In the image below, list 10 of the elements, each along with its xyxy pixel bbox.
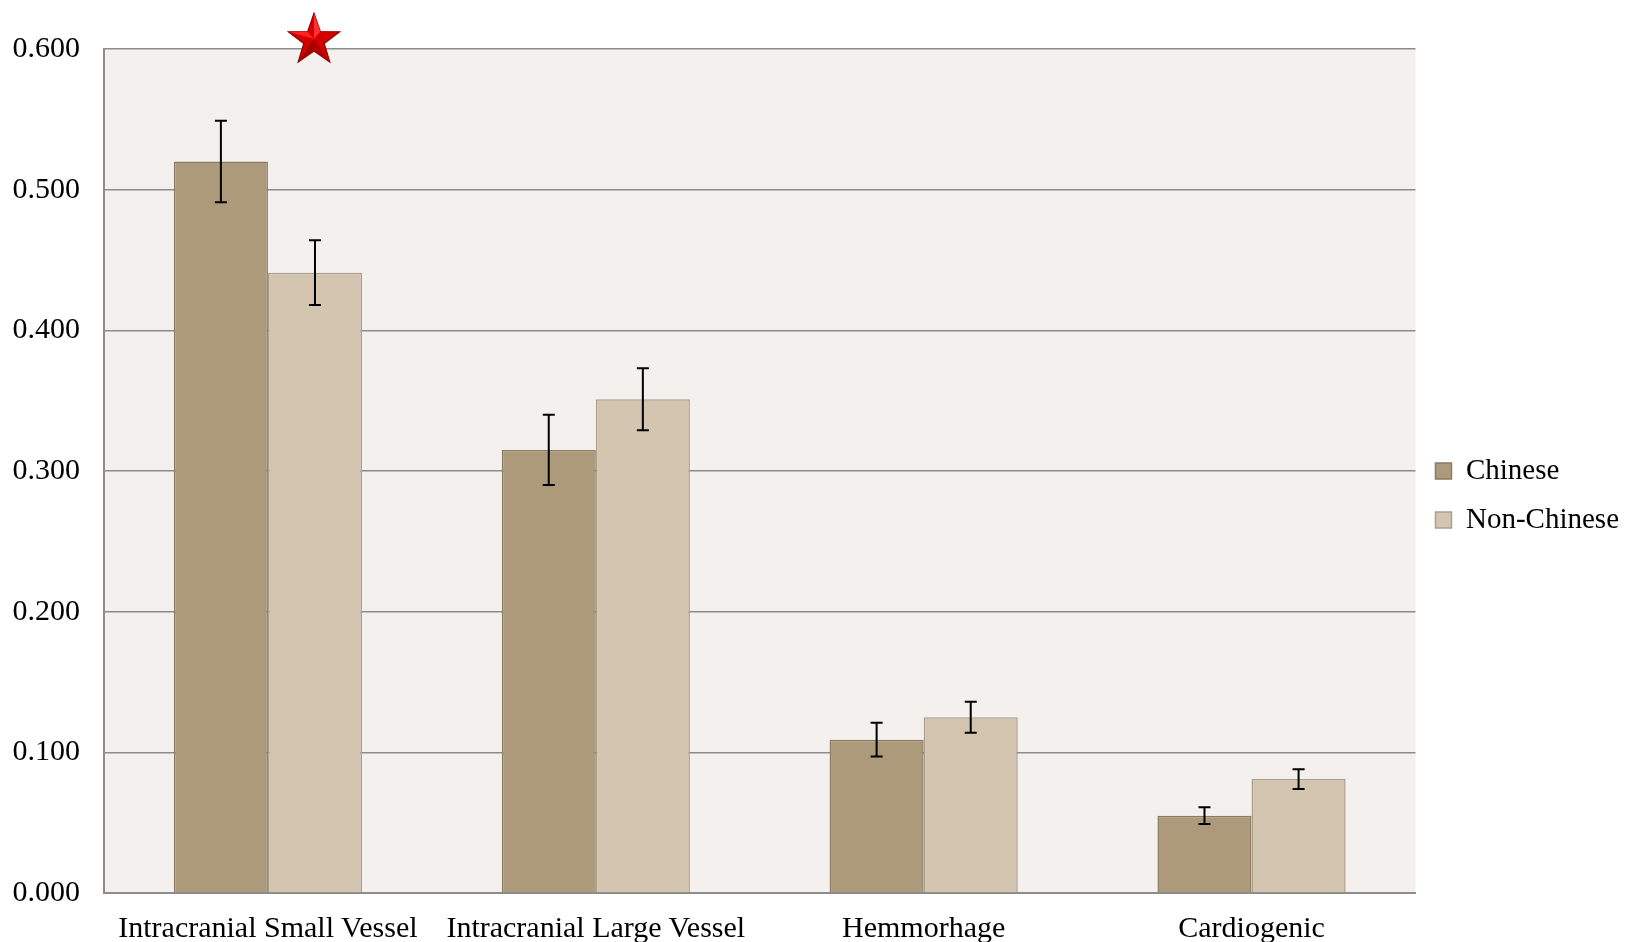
y-tick-label: 0.400 bbox=[12, 311, 80, 345]
y-tick-label: 0.600 bbox=[12, 29, 80, 63]
y-tick-label: 0.000 bbox=[12, 873, 80, 907]
y-tick-label: 0.100 bbox=[12, 733, 80, 767]
y-tick-label: 0.300 bbox=[12, 451, 80, 485]
legend-label: Non-Chinese bbox=[1465, 501, 1619, 534]
y-tick-label: 0.200 bbox=[12, 592, 80, 626]
x-tick-label: Intracranial Small Vessel bbox=[118, 909, 418, 942]
legend-label: Chinese bbox=[1465, 452, 1560, 485]
y-tick-label: 0.500 bbox=[12, 170, 80, 204]
